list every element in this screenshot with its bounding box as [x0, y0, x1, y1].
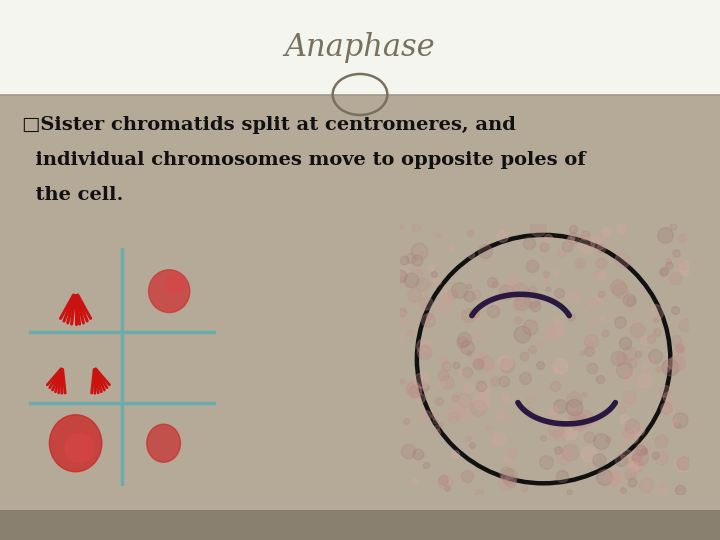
Bar	[0, 0, 720, 94]
Ellipse shape	[148, 270, 190, 313]
Text: Anaphase: Anaphase	[284, 32, 436, 63]
Ellipse shape	[66, 434, 94, 462]
Ellipse shape	[147, 424, 181, 462]
Text: □Sister chromatids split at centromeres, and: □Sister chromatids split at centromeres,…	[22, 116, 516, 134]
Text: the cell.: the cell.	[22, 186, 123, 204]
Bar	[0, 510, 720, 540]
Text: individual chromosomes move to opposite poles of: individual chromosomes move to opposite …	[22, 151, 585, 169]
Ellipse shape	[50, 415, 102, 472]
Ellipse shape	[166, 274, 184, 294]
